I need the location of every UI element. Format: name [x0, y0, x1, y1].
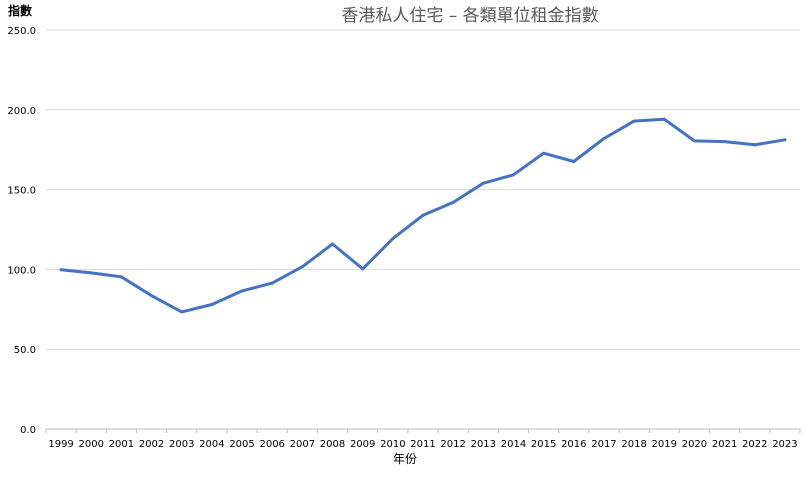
data-point	[240, 289, 244, 293]
data-point	[59, 268, 63, 272]
data-point	[783, 138, 787, 142]
x-tick-label: 2022	[742, 439, 767, 450]
data-point	[572, 160, 576, 164]
data-point	[602, 137, 606, 141]
x-tick-label: 2015	[531, 439, 556, 450]
data-point	[210, 303, 214, 307]
x-axis-label: 年份	[393, 452, 417, 466]
x-tick-label: 2007	[290, 439, 315, 450]
chart-title: 香港私人住宅 – 各類單位租金指數	[341, 6, 598, 26]
data-point	[89, 271, 93, 275]
data-point	[692, 139, 696, 143]
x-tick-label: 2019	[652, 439, 677, 450]
data-point	[753, 143, 757, 147]
y-tick-label: 0.0	[20, 425, 36, 436]
data-point	[180, 310, 184, 314]
x-tick-label: 2008	[320, 439, 345, 450]
data-point	[391, 237, 395, 241]
y-tick-label: 150.0	[7, 186, 36, 197]
y-tick-label: 200.0	[7, 106, 36, 117]
x-tick-label: 2005	[229, 439, 254, 450]
x-tick-label: 2003	[169, 439, 194, 450]
x-tick-label: 2014	[501, 439, 526, 450]
data-point	[270, 281, 274, 285]
data-point	[421, 213, 425, 217]
x-tick-label: 2009	[350, 439, 375, 450]
x-tick-label: 2010	[380, 439, 405, 450]
x-tick-label: 2013	[471, 439, 496, 450]
data-point	[511, 173, 515, 177]
x-tick-label: 2012	[440, 439, 465, 450]
data-point	[331, 242, 335, 246]
x-tick-label: 1999	[48, 439, 73, 450]
x-tick-label: 2002	[139, 439, 164, 450]
x-tick-label: 2006	[259, 439, 284, 450]
x-tick-label: 2020	[682, 439, 707, 450]
x-tick-label: 2011	[410, 439, 435, 450]
x-tick-label: 2018	[621, 439, 646, 450]
x-tick-label: 2004	[199, 439, 224, 450]
x-tick-label: 2023	[772, 439, 797, 450]
data-point	[481, 181, 485, 185]
x-tick-label: 2000	[79, 439, 104, 450]
data-point	[451, 200, 455, 204]
x-tick-label: 2016	[561, 439, 586, 450]
y-tick-labels: 0.0 50.0 100.0 150.0 200.0 250.0	[7, 26, 36, 436]
y-tick-label: 250.0	[7, 26, 36, 37]
data-point	[632, 119, 636, 123]
data-point	[723, 140, 727, 144]
x-tick-label: 2001	[109, 439, 134, 450]
y-axis-label: 指數	[8, 3, 32, 18]
data-point	[542, 151, 546, 155]
data-point	[361, 267, 365, 271]
x-tick-label: 2017	[591, 439, 616, 450]
x-tick-label: 2021	[712, 439, 737, 450]
data-point	[300, 265, 304, 269]
y-tick-label: 100.0	[7, 265, 36, 276]
series-layer	[59, 117, 787, 314]
y-tick-label: 50.0	[14, 345, 36, 356]
gridlines	[45, 29, 801, 433]
x-tick-labels: 1999 2000 2001 2002 2003 2004 2005 2006 2007 2008…	[48, 439, 797, 450]
data-point	[119, 275, 123, 279]
data-point	[662, 117, 666, 121]
data-point	[150, 294, 154, 298]
